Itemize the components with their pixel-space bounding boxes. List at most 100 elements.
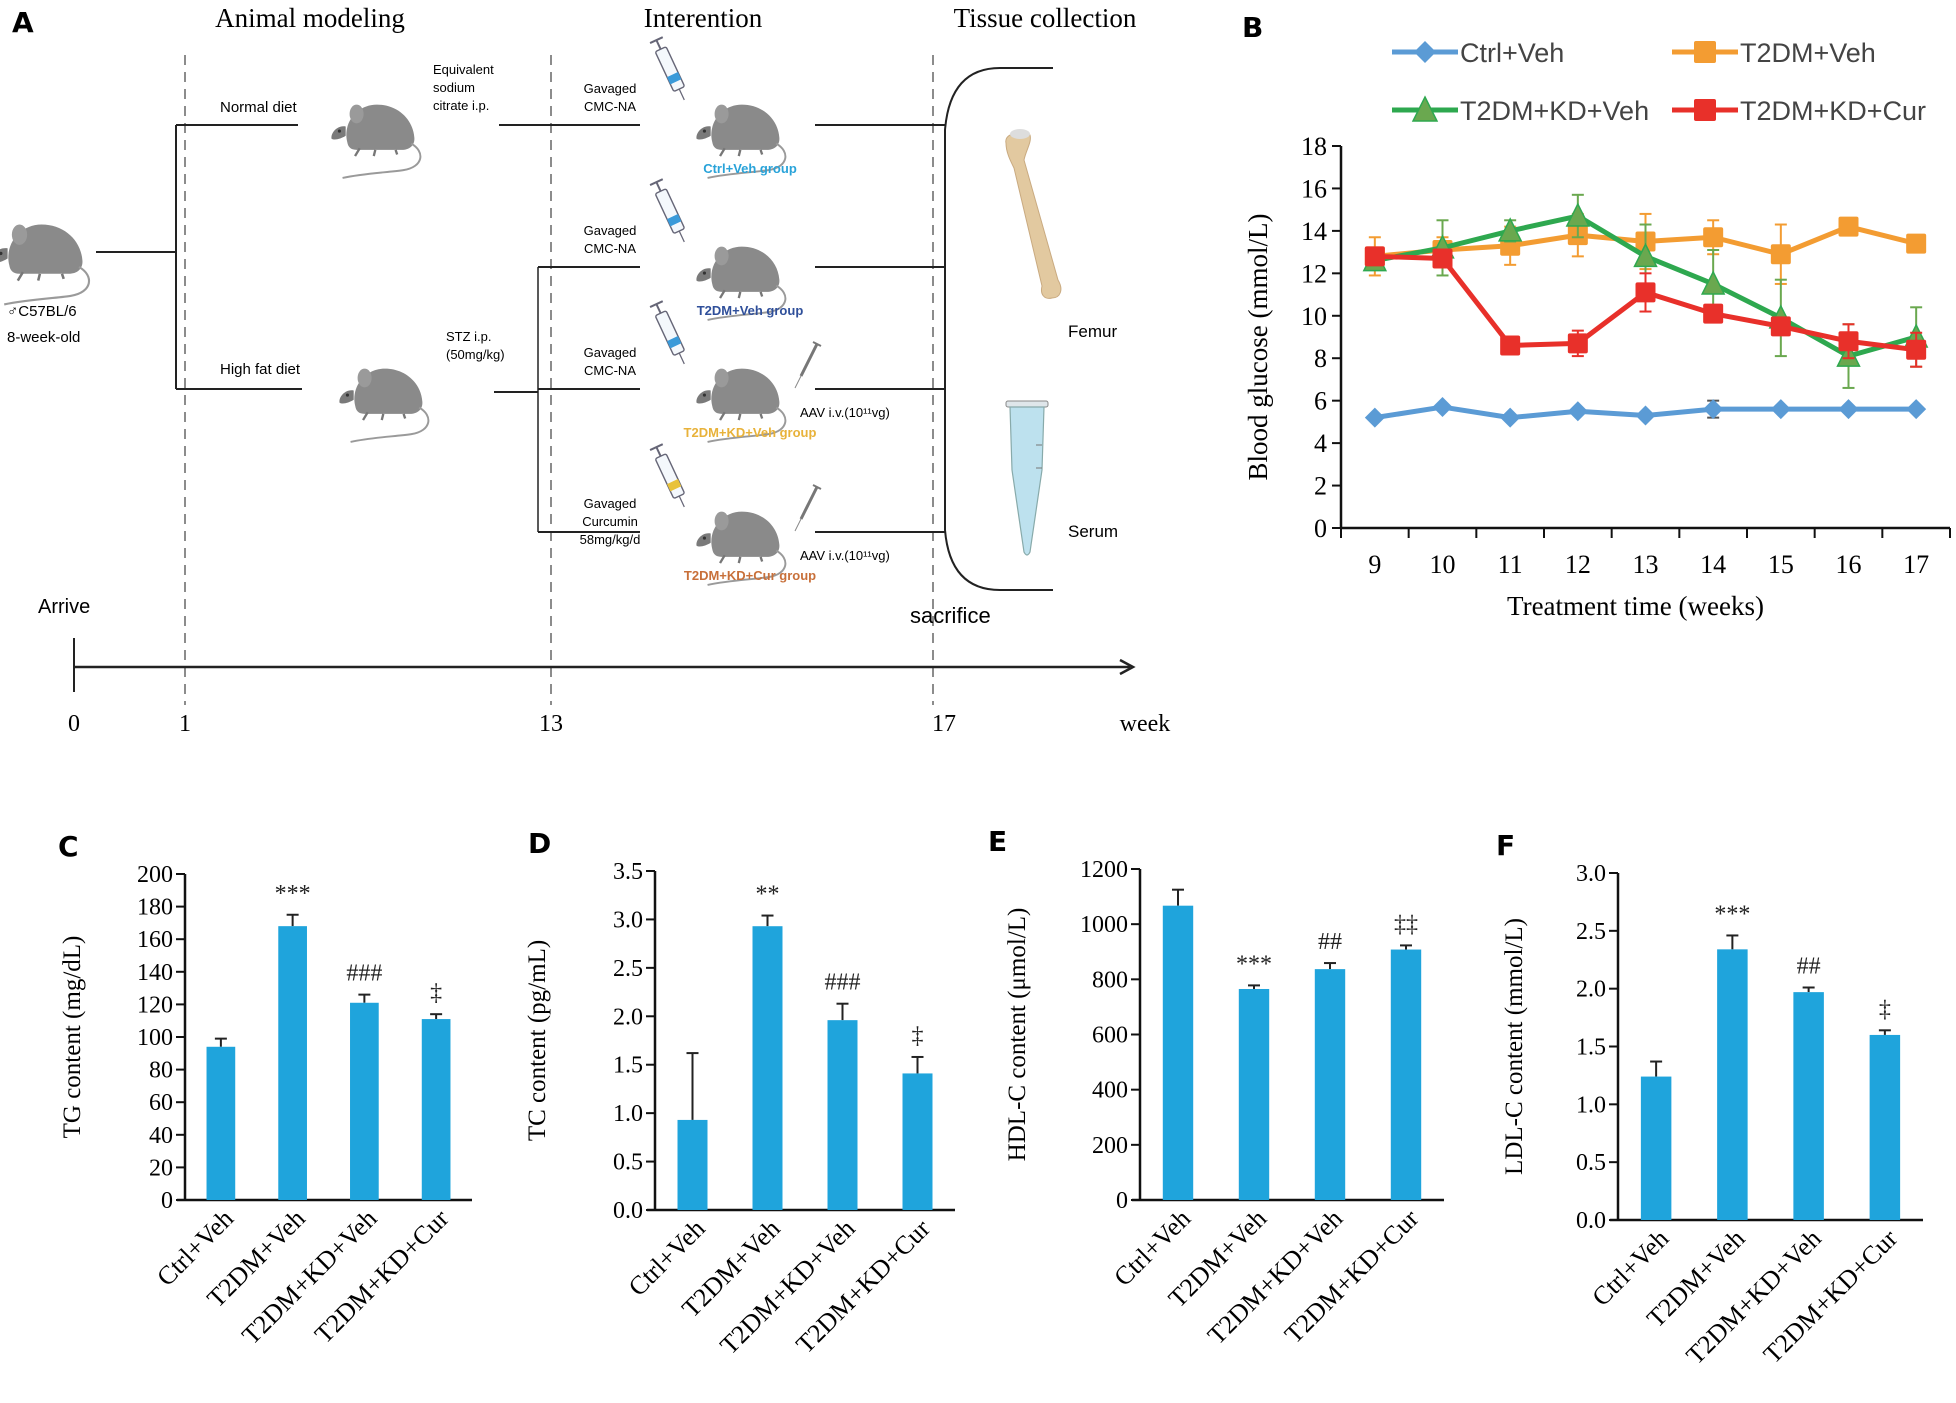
y-tick-label: 10 — [1301, 302, 1327, 331]
mouse-icon — [0, 223, 91, 306]
significance-annotation: ‡ — [912, 1023, 924, 1049]
y-tick-label: 200 — [137, 862, 173, 888]
gavage-label-line: Gavaged — [584, 81, 637, 96]
series-t2dm-kd-cur — [1364, 246, 1927, 368]
x-tick-label: 13 — [1633, 550, 1659, 579]
y-tick-label: 180 — [137, 895, 173, 921]
intervention-group: Gavaged Curcumin 58mg/kg/d T2DM+KD+Cur grou… — [538, 443, 945, 587]
gavage-label-line: Gavaged — [584, 345, 637, 360]
x-tick-label: 14 — [1700, 550, 1726, 579]
y-tick-label: 8 — [1314, 344, 1327, 373]
y-tick-label: 0 — [161, 1188, 173, 1214]
bar-charts: C 0 20 40 60 80 100 120 140 160 180 200 TG content (… — [58, 825, 1923, 1370]
data-point — [1770, 316, 1791, 337]
collection-bracket — [944, 67, 1053, 591]
legend-item: T2DM+KD+Veh — [1392, 95, 1649, 126]
data-point — [1635, 405, 1656, 426]
data-point — [1838, 331, 1859, 352]
data-point — [1567, 401, 1588, 422]
timeline-tick-1: 1 — [179, 711, 191, 737]
chart-series — [1362, 193, 1929, 428]
panel-letter-d: D — [528, 827, 551, 860]
gavage-label-line: CMC-NA — [584, 363, 636, 378]
y-tick-label: 1000 — [1080, 912, 1128, 938]
data-point — [1500, 335, 1521, 356]
y-axis-label: HDL-C content (μmol/L) — [1004, 908, 1031, 1162]
y-tick-label: 20 — [149, 1155, 173, 1181]
gavage-label-line: Gavaged — [584, 223, 637, 238]
data-point — [1906, 339, 1927, 360]
bar — [1162, 905, 1194, 1200]
y-tick-label: 0.0 — [1576, 1208, 1606, 1234]
phase-title-tissue: Tissue collection — [954, 3, 1137, 33]
syringe-icon — [649, 300, 692, 368]
y-tick-label: 0.5 — [1576, 1150, 1606, 1176]
x-axis-label: Treatment time (weeks) — [1507, 591, 1764, 621]
x-tick-label: 10 — [1430, 550, 1456, 579]
x-tick-label: 12 — [1565, 550, 1591, 579]
y-tick-label: 2.5 — [613, 956, 643, 982]
x-tick-label: T2DM+KD+Cur — [1279, 1203, 1425, 1349]
panel-b-blood-glucose-chart: B Ctrl+Veh T2DM+Veh T2DM+KD+Veh T2DM+KD+Cur… — [1242, 11, 1951, 621]
panel-letter-c: C — [58, 830, 79, 863]
y-tick-label: 40 — [149, 1123, 173, 1149]
y-tick-label: 2.5 — [1576, 919, 1606, 945]
group-label: T2DM+Veh group — [697, 303, 804, 318]
data-point — [1567, 333, 1588, 354]
bar — [1314, 969, 1346, 1200]
bar — [278, 926, 307, 1200]
x-tick-label: T2DM+KD+Cur — [790, 1213, 936, 1359]
x-tick-label: T2DM+KD+Veh — [1202, 1204, 1348, 1350]
y-tick-label: 1200 — [1080, 857, 1128, 883]
x-tick-label: 15 — [1768, 550, 1794, 579]
intervention-group: Gavaged CMC-NA Ctrl+Veh group — [538, 36, 945, 180]
y-tick-label: 60 — [149, 1090, 173, 1116]
mouse-icon — [338, 367, 430, 444]
series-ctrl-veh — [1364, 397, 1927, 428]
syringe-icon — [649, 36, 692, 104]
significance-annotation: *** — [275, 881, 311, 907]
data-point — [1838, 399, 1859, 420]
gavage-label-line: CMC-NA — [584, 99, 636, 114]
panel-c-bar-chart: C 0 20 40 60 80 100 120 140 160 180 200 TG content (… — [58, 830, 472, 1350]
x-tick-label: 16 — [1836, 550, 1862, 579]
y-tick-label: 140 — [137, 960, 173, 986]
panel-d-bar-chart: D 0.0 0.5 1.0 1.5 2.0 2.5 3.0 3.5 TC content (pg/… — [524, 827, 955, 1360]
y-tick-label: 400 — [1092, 1078, 1128, 1104]
legend-item: Ctrl+Veh — [1392, 38, 1564, 68]
mouse-icon — [330, 103, 422, 180]
bar — [206, 1046, 236, 1200]
phase-title-modeling: Animal modeling — [215, 3, 405, 33]
serum-label: Serum — [1068, 522, 1118, 541]
legend-marker-icon — [1694, 41, 1716, 63]
y-tick-label: 2.0 — [613, 1004, 643, 1030]
panel-a-schematic: A Animal modeling Interention Tissue col… — [0, 3, 1170, 737]
y-tick-label: 2.0 — [1576, 977, 1606, 1003]
timeline-tick-17: 17 — [932, 711, 956, 737]
femur-icon — [1005, 129, 1062, 299]
x-tick-label: T2DM+KD+Cur — [1758, 1223, 1904, 1369]
data-point — [1497, 217, 1523, 242]
treatment-hfd-line1: STZ i.p. — [446, 329, 492, 344]
data-point — [1432, 397, 1453, 418]
significance-annotation: ### — [825, 970, 861, 996]
aav-label: AAV i.v.(10¹¹vg) — [800, 405, 890, 420]
panel-letter-e: E — [988, 825, 1007, 858]
y-tick-label: 2 — [1314, 472, 1327, 501]
chart-axes: 0 2 4 6 8 10 12 14 16 18 9 10 11 12 13 14 15 16 17 — [1301, 132, 1951, 579]
legend-marker-icon — [1411, 95, 1439, 122]
y-tick-label: 4 — [1314, 429, 1327, 458]
data-point — [1703, 303, 1724, 324]
legend-label: T2DM+KD+Cur — [1740, 96, 1926, 126]
legend-label: T2DM+Veh — [1740, 38, 1876, 68]
intervention-group: Gavaged CMC-NA T2DM+Veh group — [538, 178, 945, 322]
serum-tube-icon — [1005, 400, 1049, 556]
y-axis-label: LDL-C content (mmol/L) — [1501, 918, 1528, 1175]
y-tick-label: 120 — [137, 992, 173, 1018]
bar — [350, 1002, 379, 1200]
y-tick-label: 1.0 — [1576, 1092, 1606, 1118]
gavage-label-line: Curcumin — [582, 514, 638, 529]
sacrifice-label: sacrifice — [910, 603, 991, 628]
y-tick-label: 3.0 — [1576, 861, 1606, 887]
